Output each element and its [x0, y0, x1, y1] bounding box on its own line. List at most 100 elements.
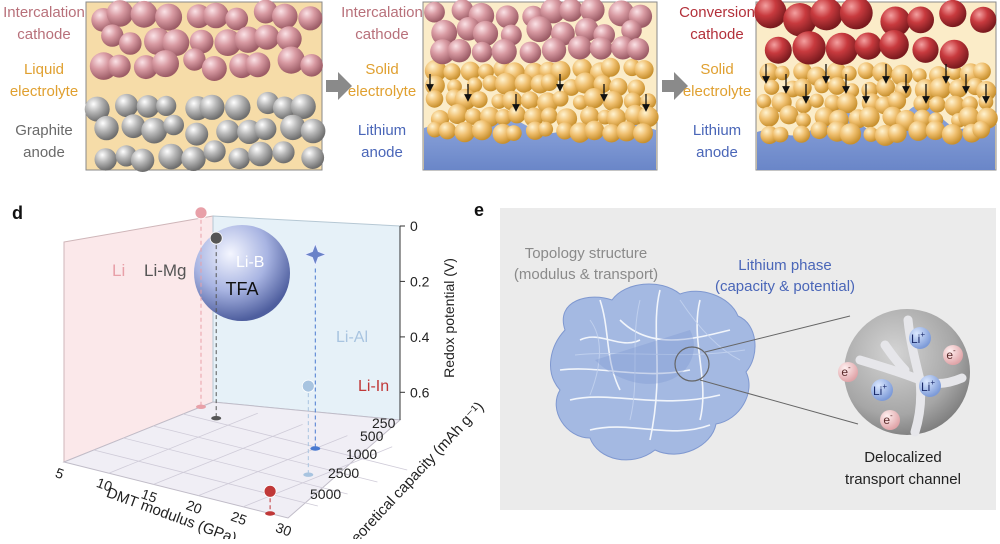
electrolyte-particle — [593, 75, 612, 94]
pink-particle — [447, 39, 472, 63]
pink-particle — [152, 50, 179, 78]
electrolyte-particle — [841, 65, 857, 81]
panel1-anode-label: Graphite — [15, 122, 73, 139]
grid-line — [183, 413, 408, 471]
red-particle — [854, 32, 882, 60]
graphite-particle — [216, 119, 240, 144]
arrow-1-icon — [326, 72, 352, 100]
pink-particle — [424, 1, 445, 23]
z-axis-ticks — [400, 225, 405, 393]
graphite-particle — [248, 141, 273, 167]
pink-particle — [574, 17, 599, 42]
electron-icon — [943, 345, 963, 365]
x-tick-label: 20 — [184, 497, 204, 517]
electrolyte-particle — [633, 123, 653, 144]
electrolyte-particle — [887, 91, 907, 111]
electrolyte-particle — [606, 108, 626, 128]
panel1-cathode-label: cathode — [17, 26, 70, 43]
li-ion-icon — [909, 327, 931, 349]
electron-label: e- — [883, 411, 893, 427]
electrolyte-particle — [973, 62, 991, 81]
panel2-cathode-label: Intercalation — [341, 4, 423, 21]
ion-particles — [838, 327, 963, 430]
electron-charge: - — [953, 346, 956, 355]
pink-particle — [608, 0, 635, 27]
electrolyte-particle — [863, 126, 879, 142]
data-points — [194, 206, 328, 516]
pink-particle — [621, 19, 642, 41]
electrolyte-particle — [520, 91, 539, 110]
y-tick-label: 1000 — [346, 446, 377, 462]
electrolyte-particle — [814, 78, 830, 94]
electron-icon — [880, 410, 900, 430]
graphite-particle — [115, 93, 139, 118]
pink-particle — [133, 55, 158, 80]
pink-particle — [245, 52, 271, 78]
pink-particle — [106, 0, 134, 27]
graphite-particle — [272, 141, 295, 164]
electrolyte-particle — [887, 123, 907, 143]
pink-particle — [559, 0, 583, 22]
pink-particle — [567, 35, 592, 60]
electrolyte-particle — [616, 121, 637, 142]
electrolyte-particle — [634, 60, 654, 80]
electrolyte-particle — [891, 64, 913, 86]
grid-line — [153, 424, 303, 485]
graphite-particle — [181, 146, 206, 171]
electron-label: e- — [841, 363, 851, 379]
electrolyte-particle — [779, 105, 799, 125]
panel2-anode-label: Lithium — [358, 122, 406, 139]
panel-e-letter: e — [474, 200, 484, 220]
pink-particle — [540, 0, 566, 24]
point-label: Li-Al — [336, 329, 368, 346]
pink-particle — [277, 46, 305, 74]
graphite-particle — [130, 148, 155, 172]
electrolyte-particle — [464, 108, 482, 125]
electrolyte-particle — [876, 77, 895, 97]
electrolyte-particle — [972, 120, 990, 139]
electrolyte-particle — [958, 106, 980, 128]
pink-particle — [495, 5, 519, 29]
y-tick-label: 2500 — [328, 465, 359, 481]
red-particle — [764, 36, 792, 64]
electron-charge: - — [848, 363, 851, 372]
graphite-particle — [300, 118, 326, 144]
electrolyte-particle — [467, 77, 483, 93]
sphere-marker — [301, 379, 315, 393]
graphite-particle — [228, 147, 250, 170]
red-particle — [839, 0, 873, 30]
red-particle — [880, 6, 911, 37]
grid-line — [108, 412, 258, 474]
electrolyte-particle — [809, 93, 824, 108]
x-tick-label: 30 — [274, 519, 294, 539]
red-particle — [907, 6, 934, 34]
y-tick-label: 5000 — [310, 486, 341, 502]
graphite-particle — [136, 95, 160, 118]
electrolyte-particle — [569, 122, 591, 143]
electrolyte-particle — [913, 95, 931, 112]
electrolyte-particle — [538, 121, 554, 137]
graphite-particle — [224, 94, 251, 121]
red-particle — [792, 31, 826, 65]
panel-d-letter: d — [12, 203, 23, 223]
floor-mark — [211, 416, 222, 421]
pink-particle — [189, 29, 214, 54]
pink-particle — [254, 24, 280, 50]
electrolyte-particle — [426, 121, 443, 138]
pink-particle — [272, 3, 298, 30]
arrow-2-icon — [662, 72, 688, 100]
sphere-marker — [194, 206, 208, 220]
electrolyte-particle — [471, 120, 493, 141]
electrolyte-particle — [600, 57, 620, 77]
li-ion-icon — [871, 379, 893, 401]
pink-particle — [130, 0, 158, 28]
graphite-particle — [290, 94, 316, 119]
red-particle — [783, 3, 817, 37]
floor-mark — [303, 472, 314, 477]
point-label: Li — [112, 261, 125, 280]
electron-icon — [838, 362, 858, 382]
graphite-particle — [158, 143, 184, 170]
pink-particle — [491, 39, 517, 65]
